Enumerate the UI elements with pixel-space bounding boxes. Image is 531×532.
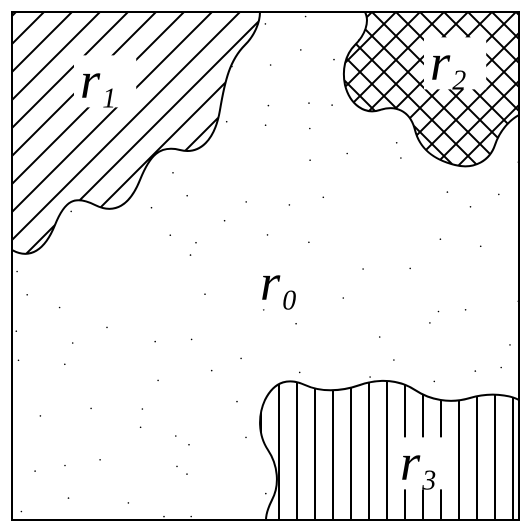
region-r3 xyxy=(260,381,519,520)
region-diagram: r1r2r3r0 xyxy=(0,0,531,532)
